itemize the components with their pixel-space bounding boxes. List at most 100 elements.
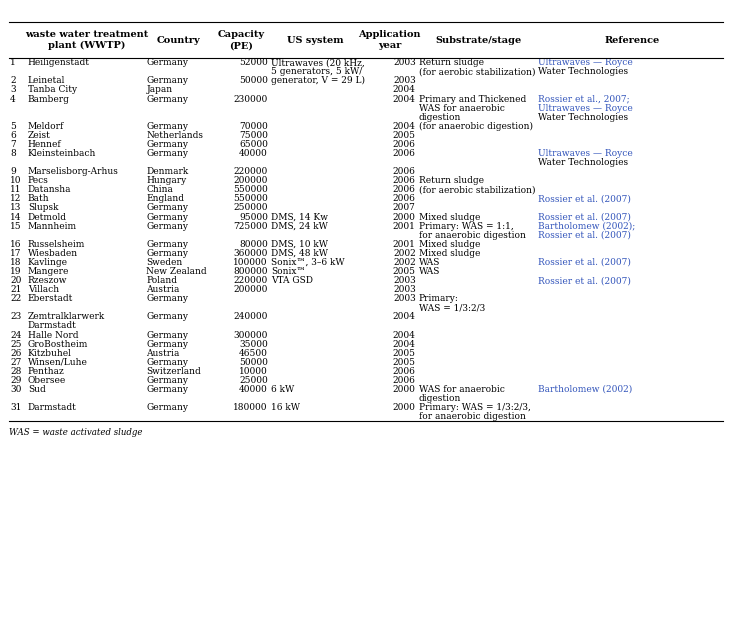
Text: 2002: 2002	[393, 249, 416, 258]
Text: Netherlands: Netherlands	[146, 131, 203, 140]
Text: 2001: 2001	[393, 240, 416, 249]
Text: 2004: 2004	[393, 86, 416, 95]
Text: 80000: 80000	[239, 240, 268, 249]
Text: 2006: 2006	[393, 195, 416, 203]
Text: Germany: Germany	[146, 294, 188, 303]
Text: Darmstadt: Darmstadt	[28, 403, 77, 412]
Text: 10000: 10000	[239, 367, 268, 376]
Text: 2006: 2006	[393, 167, 416, 176]
Text: Bath: Bath	[28, 195, 50, 203]
Text: WAS = 1/3:2/3: WAS = 1/3:2/3	[419, 304, 485, 312]
Text: Bartholomew (2002): Bartholomew (2002)	[538, 385, 632, 394]
Text: Germany: Germany	[146, 358, 188, 367]
Text: 15: 15	[10, 222, 22, 230]
Text: DMS, 48 kW: DMS, 48 kW	[271, 249, 328, 258]
Text: Germany: Germany	[146, 58, 188, 67]
Text: 360000: 360000	[234, 249, 268, 258]
Text: 3: 3	[10, 86, 16, 95]
Text: Ultrawaves (20 kHz,: Ultrawaves (20 kHz,	[271, 58, 365, 67]
Text: Substrate/stage: Substrate/stage	[436, 36, 521, 44]
Text: 2006: 2006	[393, 185, 416, 194]
Text: 8: 8	[10, 149, 16, 158]
Text: 2006: 2006	[393, 140, 416, 149]
Text: 2006: 2006	[393, 367, 416, 376]
Text: (for anaerobic digestion): (for anaerobic digestion)	[419, 121, 533, 131]
Text: US system: US system	[287, 36, 344, 44]
Text: 14: 14	[10, 213, 22, 222]
Text: 2007: 2007	[393, 203, 416, 212]
Text: 2003: 2003	[393, 76, 416, 85]
Text: 2: 2	[10, 76, 16, 85]
Text: 2003: 2003	[393, 276, 416, 285]
Text: England: England	[146, 195, 184, 203]
Text: Japan: Japan	[146, 86, 173, 95]
Text: Rossier et al. (2007): Rossier et al. (2007)	[538, 195, 631, 203]
Text: 2005: 2005	[393, 267, 416, 276]
Text: Germany: Germany	[146, 122, 188, 131]
Text: for anaerobic digestion: for anaerobic digestion	[419, 413, 526, 421]
Text: Zemtralklarwerk: Zemtralklarwerk	[28, 312, 105, 321]
Text: 2003: 2003	[393, 294, 416, 303]
Text: 75000: 75000	[239, 131, 268, 140]
Text: 2003: 2003	[393, 58, 416, 67]
Text: 12: 12	[10, 195, 22, 203]
Text: Kleinsteinbach: Kleinsteinbach	[28, 149, 96, 158]
Text: 46500: 46500	[239, 349, 268, 357]
Text: Rzeszow: Rzeszow	[28, 276, 67, 285]
Text: Germany: Germany	[146, 149, 188, 158]
Text: WAS: WAS	[419, 267, 440, 276]
Text: 70000: 70000	[239, 122, 268, 131]
Text: 2005: 2005	[393, 358, 416, 367]
Text: Country: Country	[157, 36, 201, 44]
Text: 31: 31	[10, 403, 22, 412]
Text: Bartholomew (2002);: Bartholomew (2002);	[538, 222, 635, 230]
Text: Austria: Austria	[146, 285, 180, 294]
Text: Winsen/Luhe: Winsen/Luhe	[28, 358, 88, 367]
Text: 9: 9	[10, 167, 16, 176]
Text: Austria: Austria	[146, 349, 180, 357]
Text: 4: 4	[10, 95, 16, 103]
Text: Obersee: Obersee	[28, 376, 66, 385]
Text: 240000: 240000	[234, 312, 268, 321]
Text: 95000: 95000	[239, 213, 268, 222]
Text: 2003: 2003	[393, 285, 416, 294]
Text: VTA GSD: VTA GSD	[271, 276, 313, 285]
Text: Primary: WAS = 1/3:2/3,: Primary: WAS = 1/3:2/3,	[419, 403, 531, 412]
Text: 2006: 2006	[393, 376, 416, 385]
Text: 29: 29	[10, 376, 22, 385]
Text: Germany: Germany	[146, 140, 188, 149]
Text: Zeist: Zeist	[28, 131, 51, 140]
Text: GroBostheim: GroBostheim	[28, 340, 88, 349]
Text: Germany: Germany	[146, 240, 188, 249]
Text: Reference: Reference	[605, 36, 660, 44]
Text: Datansha: Datansha	[28, 185, 71, 194]
Text: Hennef: Hennef	[28, 140, 61, 149]
Text: Primary: WAS = 1:1,: Primary: WAS = 1:1,	[419, 222, 513, 230]
Text: Germany: Germany	[146, 340, 188, 349]
Text: DMS, 10 kW: DMS, 10 kW	[271, 240, 328, 249]
Text: 250000: 250000	[234, 203, 268, 212]
Text: 21: 21	[10, 285, 22, 294]
Text: Denmark: Denmark	[146, 167, 189, 176]
Text: Water Technologies: Water Technologies	[538, 158, 628, 167]
Text: New Zealand: New Zealand	[146, 267, 207, 276]
Text: 50000: 50000	[239, 76, 268, 85]
Text: 11: 11	[10, 185, 22, 194]
Text: 6 kW: 6 kW	[271, 385, 294, 394]
Text: Russelsheim: Russelsheim	[28, 240, 85, 249]
Text: Heiligenstadt: Heiligenstadt	[28, 58, 90, 67]
Text: 16: 16	[10, 240, 22, 249]
Text: 200000: 200000	[234, 285, 268, 294]
Text: 5: 5	[10, 122, 16, 131]
Text: 17: 17	[10, 249, 22, 258]
Text: 10: 10	[10, 177, 22, 185]
Text: Germany: Germany	[146, 331, 188, 339]
Text: 25000: 25000	[239, 376, 268, 385]
Text: generator, V = 29 L): generator, V = 29 L)	[271, 76, 365, 86]
Text: Penthaz: Penthaz	[28, 367, 64, 376]
Text: 35000: 35000	[239, 340, 268, 349]
Text: 24: 24	[10, 331, 22, 339]
Text: 725000: 725000	[234, 222, 268, 230]
Text: Poland: Poland	[146, 276, 177, 285]
Text: Water Technologies: Water Technologies	[538, 68, 628, 76]
